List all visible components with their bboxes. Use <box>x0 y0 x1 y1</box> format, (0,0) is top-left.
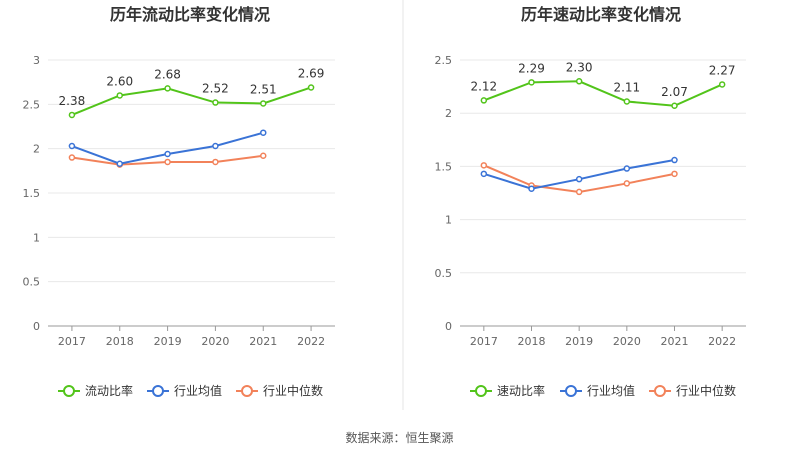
x-tick-label: 2017 <box>470 335 498 348</box>
y-tick-label: 1.5 <box>435 160 453 173</box>
x-tick-label: 2019 <box>154 335 182 348</box>
data-point <box>116 92 123 99</box>
legend-label: 流动比率 <box>85 383 133 398</box>
data-point <box>68 154 76 161</box>
chart-title: 历年流动比率变化情况 <box>110 5 270 24</box>
data-point <box>480 162 488 169</box>
y-tick-label: 0.5 <box>435 267 453 280</box>
x-tick-label: 2019 <box>565 335 593 348</box>
y-tick-label: 2.5 <box>435 54 453 67</box>
data-point <box>718 81 726 88</box>
legend-marker <box>152 385 164 397</box>
y-tick-label: 2.5 <box>23 98 41 111</box>
y-tick-label: 0 <box>33 320 40 333</box>
data-label: 2.69 <box>298 66 325 80</box>
y-tick-label: 1.5 <box>23 187 41 200</box>
data-point <box>68 111 76 119</box>
data-point <box>260 129 267 136</box>
data-label: 2.30 <box>566 60 593 74</box>
legend-label: 行业均值 <box>174 383 222 398</box>
legend-marker <box>654 385 666 397</box>
legend-label: 速动比率 <box>497 383 545 398</box>
data-point <box>528 185 535 192</box>
data-point <box>575 188 583 196</box>
y-tick-label: 0.5 <box>23 276 41 289</box>
y-tick-label: 2 <box>445 107 452 120</box>
data-label: 2.12 <box>470 79 497 93</box>
data-point <box>480 170 488 178</box>
data-label: 2.51 <box>250 82 277 96</box>
data-point <box>575 78 583 85</box>
legend-marker <box>565 385 577 397</box>
y-tick-label: 1 <box>33 231 40 244</box>
series-line <box>483 80 723 107</box>
x-tick-label: 2021 <box>249 335 277 348</box>
data-label: 2.60 <box>106 74 133 88</box>
data-label: 2.38 <box>59 94 86 108</box>
data-point <box>623 98 631 105</box>
data-point <box>164 158 171 166</box>
data-point <box>260 152 267 160</box>
data-source-note: 数据来源：恒生聚源 <box>345 431 454 445</box>
data-point <box>480 97 488 104</box>
y-tick-label: 0 <box>445 320 452 333</box>
data-point <box>68 142 76 150</box>
data-label: 2.27 <box>709 63 736 77</box>
data-point <box>307 84 315 91</box>
data-label: 2.29 <box>518 61 545 75</box>
data-point <box>212 142 219 150</box>
data-point <box>164 85 171 92</box>
x-tick-label: 2018 <box>518 335 546 348</box>
data-label: 2.68 <box>154 67 181 81</box>
y-tick-label: 3 <box>33 54 40 67</box>
data-label: 2.52 <box>202 82 229 96</box>
data-point <box>671 156 678 164</box>
data-point <box>671 102 678 110</box>
y-tick-label: 1 <box>445 214 452 227</box>
data-point <box>528 79 535 86</box>
series-line <box>483 159 675 190</box>
data-point <box>623 180 631 187</box>
data-point <box>575 175 583 183</box>
x-tick-label: 2018 <box>106 335 134 348</box>
data-point <box>164 150 171 158</box>
data-point <box>671 170 678 178</box>
data-point <box>623 165 631 172</box>
legend-marker <box>63 385 75 397</box>
legend-label: 行业中位数 <box>263 383 323 398</box>
x-tick-label: 2022 <box>297 335 325 348</box>
data-label: 2.11 <box>613 80 640 94</box>
data-label: 2.07 <box>661 85 688 99</box>
x-tick-label: 2022 <box>708 335 736 348</box>
data-point <box>260 100 267 107</box>
legend-label: 行业均值 <box>587 383 635 398</box>
legend-marker <box>475 385 487 397</box>
data-point <box>212 158 219 166</box>
x-tick-label: 2017 <box>58 335 86 348</box>
data-point <box>116 160 123 167</box>
data-point <box>212 99 219 106</box>
series-line <box>71 86 312 116</box>
x-tick-label: 2020 <box>613 335 641 348</box>
legend-marker <box>241 385 253 397</box>
legend-label: 行业中位数 <box>676 383 736 398</box>
x-tick-label: 2021 <box>661 335 689 348</box>
chart-title: 历年速动比率变化情况 <box>521 5 681 24</box>
x-tick-label: 2020 <box>201 335 229 348</box>
y-tick-label: 2 <box>33 143 40 156</box>
